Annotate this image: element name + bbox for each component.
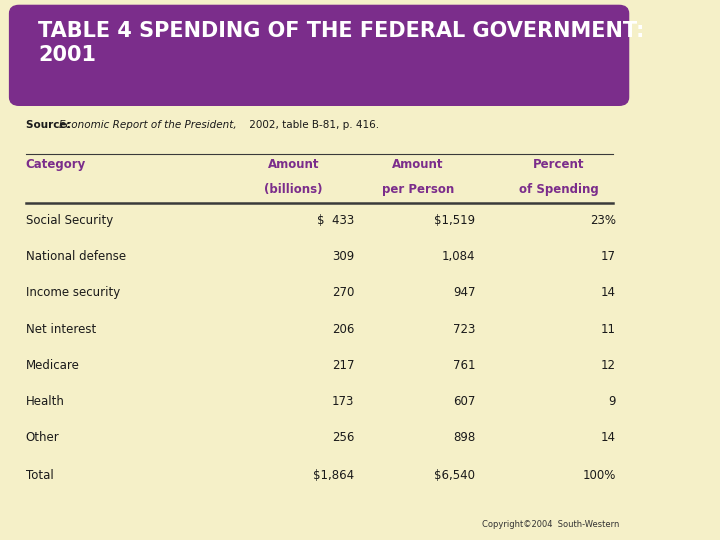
Text: 100%: 100% bbox=[582, 469, 616, 482]
Text: Amount: Amount bbox=[392, 158, 444, 171]
Text: Medicare: Medicare bbox=[25, 359, 79, 372]
Text: 723: 723 bbox=[453, 322, 475, 336]
Text: 14: 14 bbox=[600, 431, 616, 444]
Text: Source:: Source: bbox=[25, 120, 74, 130]
Text: Economic Report of the President,: Economic Report of the President, bbox=[59, 120, 237, 130]
Text: Income security: Income security bbox=[25, 286, 120, 300]
Text: 23%: 23% bbox=[590, 214, 616, 227]
Text: 11: 11 bbox=[600, 322, 616, 336]
Text: 12: 12 bbox=[600, 359, 616, 372]
Text: 217: 217 bbox=[332, 359, 354, 372]
Text: 9: 9 bbox=[608, 395, 616, 408]
Text: Other: Other bbox=[25, 431, 59, 444]
Text: 173: 173 bbox=[332, 395, 354, 408]
Text: 309: 309 bbox=[332, 250, 354, 264]
Text: $1,864: $1,864 bbox=[313, 469, 354, 482]
Text: $1,519: $1,519 bbox=[434, 214, 475, 227]
Text: Percent: Percent bbox=[533, 158, 584, 171]
Text: 17: 17 bbox=[600, 250, 616, 264]
Text: 206: 206 bbox=[332, 322, 354, 336]
Text: 14: 14 bbox=[600, 286, 616, 300]
Text: National defense: National defense bbox=[25, 250, 126, 264]
Text: Copyright©2004  South-Western: Copyright©2004 South-Western bbox=[482, 520, 619, 529]
Text: 761: 761 bbox=[453, 359, 475, 372]
Text: (billions): (billions) bbox=[264, 183, 323, 195]
Text: $6,540: $6,540 bbox=[434, 469, 475, 482]
FancyBboxPatch shape bbox=[9, 5, 629, 105]
Text: 256: 256 bbox=[332, 431, 354, 444]
Text: per Person: per Person bbox=[382, 183, 454, 195]
Text: Social Security: Social Security bbox=[25, 214, 113, 227]
Text: 898: 898 bbox=[453, 431, 475, 444]
Text: 270: 270 bbox=[332, 286, 354, 300]
Text: TABLE 4 SPENDING OF THE FEDERAL GOVERNMENT:
2001: TABLE 4 SPENDING OF THE FEDERAL GOVERNME… bbox=[38, 21, 644, 65]
Text: of Spending: of Spending bbox=[518, 183, 598, 195]
Text: $  433: $ 433 bbox=[317, 214, 354, 227]
Text: Category: Category bbox=[25, 158, 86, 171]
Text: Amount: Amount bbox=[268, 158, 319, 171]
Text: 607: 607 bbox=[453, 395, 475, 408]
Text: Total: Total bbox=[25, 469, 53, 482]
Text: Net interest: Net interest bbox=[25, 322, 96, 336]
Text: 947: 947 bbox=[453, 286, 475, 300]
Text: 2002, table B-81, p. 416.: 2002, table B-81, p. 416. bbox=[246, 120, 379, 130]
Text: 1,084: 1,084 bbox=[442, 250, 475, 264]
Text: Health: Health bbox=[25, 395, 64, 408]
